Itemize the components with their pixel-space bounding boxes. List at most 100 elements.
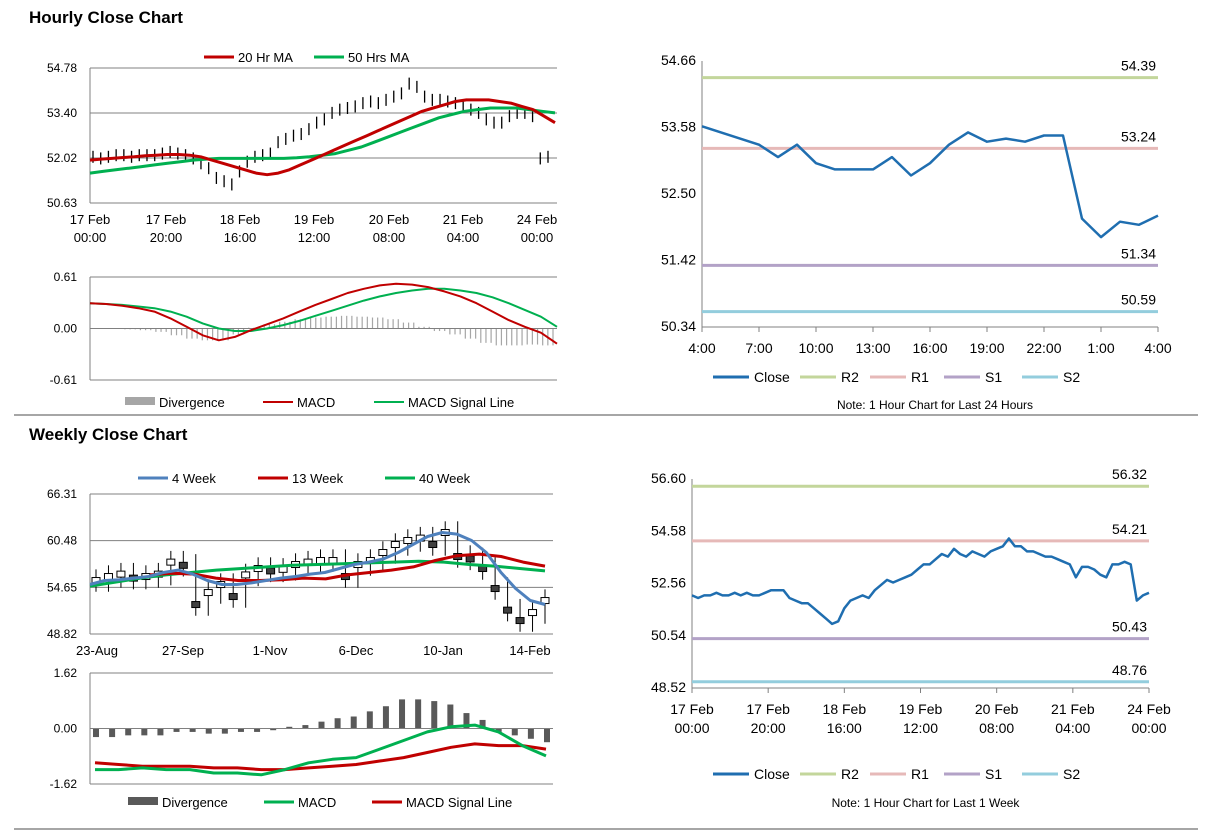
hourly-candle-x-tick: 08:00 bbox=[373, 230, 406, 245]
weekly-divergence-bar bbox=[415, 699, 422, 729]
hourly-section-title: Hourly Close Chart bbox=[29, 8, 183, 27]
hourly-candle-x-tick: 24 Feb bbox=[517, 212, 557, 227]
hourly-level-legend-label: R1 bbox=[911, 369, 929, 385]
weekly-candle-y-tick: 54.65 bbox=[47, 580, 77, 594]
weekly-level-note: Note: 1 Hour Chart for Last 1 Week bbox=[832, 796, 1021, 810]
hourly-level-level-s2-label: 50.59 bbox=[1121, 292, 1156, 308]
hourly-level-x-tick: 19:00 bbox=[969, 340, 1004, 356]
weekly-divergence-bar bbox=[382, 706, 389, 729]
weekly-legend-13week-label: 13 Week bbox=[292, 471, 344, 486]
hourly-level-y-tick: 51.42 bbox=[661, 252, 696, 268]
weekly-level-legend-label: S1 bbox=[985, 766, 1002, 782]
weekly-level-legend-label: Close bbox=[754, 766, 790, 782]
weekly-divergence-bar bbox=[431, 701, 438, 729]
hourly-macd-y-tick: 0.00 bbox=[54, 322, 78, 336]
weekly-candle-body bbox=[428, 541, 438, 549]
weekly-divergence-bar bbox=[544, 728, 550, 743]
weekly-macd-y-tick: 0.00 bbox=[54, 722, 78, 736]
weekly-level-x-tick: 20 Feb bbox=[975, 701, 1019, 717]
weekly-candle-body bbox=[390, 541, 400, 549]
weekly-divergence-bar bbox=[495, 728, 502, 732]
weekly-divergence-bar bbox=[447, 704, 454, 729]
weekly-section-title: Weekly Close Chart bbox=[29, 425, 188, 444]
weekly-divergence-bar bbox=[141, 728, 148, 736]
hourly-candle-x-tick: 20:00 bbox=[150, 230, 183, 245]
hourly-legend-divergence-label: Divergence bbox=[159, 395, 225, 410]
hourly-legend-ma50-label: 50 Hrs MA bbox=[348, 50, 410, 65]
hourly-level-x-tick: 22:00 bbox=[1026, 340, 1061, 356]
weekly-candle-body bbox=[490, 585, 500, 593]
hourly-candle-x-tick: 19 Feb bbox=[294, 212, 334, 227]
bottom-divider bbox=[14, 828, 1198, 830]
weekly-candle-y-tick: 60.48 bbox=[47, 534, 77, 548]
weekly-level-x-tick: 04:00 bbox=[1055, 720, 1090, 736]
weekly-level-legend-label: S2 bbox=[1063, 766, 1080, 782]
weekly-legend-signal-label: MACD Signal Line bbox=[406, 795, 512, 810]
weekly-candle-body bbox=[203, 589, 213, 597]
weekly-candle-x-tick: 1-Nov bbox=[253, 643, 288, 658]
weekly-candle-body bbox=[528, 609, 538, 617]
weekly-divergence-bar bbox=[334, 718, 341, 729]
weekly-divergence-bar bbox=[270, 728, 277, 731]
weekly-candle-body bbox=[116, 570, 126, 578]
weekly-level-x-tick: 24 Feb bbox=[1127, 701, 1171, 717]
hourly-level-x-tick: 7:00 bbox=[745, 340, 772, 356]
weekly-level-x-tick: 19 Feb bbox=[899, 701, 943, 717]
weekly-candle-body bbox=[266, 567, 276, 575]
weekly-level-x-tick: 08:00 bbox=[979, 720, 1014, 736]
hourly-level-close-line bbox=[701, 125, 1159, 239]
hourly-legend-signal-label: MACD Signal Line bbox=[408, 395, 514, 410]
hourly-candle-x-tick: 04:00 bbox=[447, 230, 480, 245]
hourly-level-level-r2-label: 54.39 bbox=[1121, 58, 1156, 74]
weekly-candle-x-tick: 14-Feb bbox=[509, 643, 550, 658]
weekly-level-y-tick: 48.52 bbox=[651, 679, 686, 695]
hourly-candle-x-tick: 12:00 bbox=[298, 230, 331, 245]
hourly-candle-x-tick: 16:00 bbox=[224, 230, 257, 245]
weekly-level-x-tick: 18 Feb bbox=[823, 701, 867, 717]
weekly-divergence-bar bbox=[205, 728, 212, 734]
weekly-divergence-bar bbox=[173, 728, 180, 732]
weekly-candle-x-tick: 10-Jan bbox=[423, 643, 463, 658]
weekly-legend-40week-label: 40 Week bbox=[419, 471, 471, 486]
weekly-level-legend-label: R2 bbox=[841, 766, 859, 782]
weekly-level-level-r1-label: 54.21 bbox=[1112, 521, 1147, 537]
weekly-level-y-tick: 52.56 bbox=[651, 575, 686, 591]
weekly-candle-x-tick: 27-Sep bbox=[162, 643, 204, 658]
hourly-macd-signal-line bbox=[89, 287, 558, 332]
hourly-level-note: Note: 1 Hour Chart for Last 24 Hours bbox=[837, 398, 1033, 412]
weekly-divergence-bar bbox=[302, 725, 309, 729]
hourly-candle-y-tick: 54.78 bbox=[47, 61, 77, 75]
weekly-candle-body bbox=[228, 593, 238, 601]
hourly-level-x-tick: 4:00 bbox=[1144, 340, 1171, 356]
weekly-divergence-bar bbox=[109, 728, 116, 738]
weekly-candle-body bbox=[515, 617, 525, 625]
weekly-candle-x-tick: 6-Dec bbox=[339, 643, 374, 658]
weekly-13week-line bbox=[149, 552, 546, 582]
weekly-divergence-bar bbox=[157, 728, 164, 736]
weekly-level-x-tick: 20:00 bbox=[751, 720, 786, 736]
weekly-candle-body bbox=[465, 555, 475, 563]
weekly-candle-body bbox=[166, 558, 176, 566]
weekly-level-level-r2-label: 56.32 bbox=[1112, 466, 1147, 482]
weekly-level-y-tick: 54.58 bbox=[651, 522, 686, 538]
hourly-macd-y-tick: -0.61 bbox=[50, 373, 78, 387]
weekly-divergence-bar bbox=[399, 699, 406, 729]
weekly-level-close-line bbox=[691, 537, 1150, 626]
weekly-divergence-bar bbox=[93, 728, 99, 738]
hourly-candle-x-tick: 00:00 bbox=[521, 230, 554, 245]
weekly-divergence-bar bbox=[237, 728, 244, 732]
weekly-level-x-tick: 00:00 bbox=[1131, 720, 1166, 736]
hourly-level-level-r1-label: 53.24 bbox=[1121, 128, 1156, 144]
weekly-divergence-bar bbox=[463, 713, 470, 729]
weekly-divergence-bar bbox=[125, 728, 132, 736]
weekly-candle-body bbox=[103, 573, 113, 581]
weekly-4week-line bbox=[89, 531, 546, 606]
weekly-candle-x-tick: 23-Aug bbox=[76, 643, 118, 658]
hourly-level-legend-label: S2 bbox=[1063, 369, 1080, 385]
weekly-level-x-tick: 17 Feb bbox=[670, 701, 714, 717]
weekly-divergence-bar bbox=[189, 728, 196, 732]
hourly-candle-y-tick: 50.63 bbox=[47, 196, 77, 210]
weekly-candle-body bbox=[503, 606, 513, 614]
weekly-level-y-tick: 56.60 bbox=[651, 470, 686, 486]
